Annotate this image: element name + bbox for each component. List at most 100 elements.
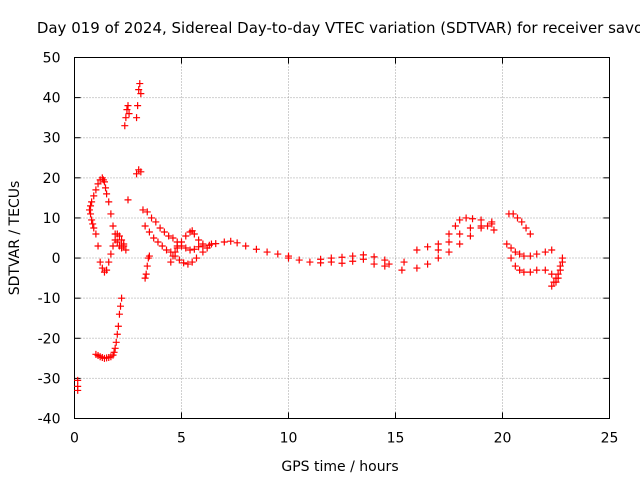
data-point xyxy=(178,238,185,246)
data-point xyxy=(520,268,528,276)
data-point xyxy=(327,254,335,262)
data-point xyxy=(370,253,378,261)
series-evening-flat-2 xyxy=(317,251,389,264)
series-late-2 xyxy=(503,240,556,260)
data-point xyxy=(173,244,181,252)
data-point xyxy=(554,274,562,282)
data-point xyxy=(488,220,496,228)
data-point xyxy=(295,256,303,264)
data-point xyxy=(156,224,164,232)
series-spike-1 xyxy=(121,102,133,130)
data-point xyxy=(105,258,113,266)
data-point xyxy=(317,255,325,263)
data-point xyxy=(541,248,549,256)
x-tick-label: 0 xyxy=(70,431,79,447)
x-tick-label: 25 xyxy=(601,431,619,447)
data-point xyxy=(165,232,173,240)
data-point xyxy=(466,232,474,240)
data-point xyxy=(186,246,194,254)
data-point xyxy=(120,242,128,250)
y-tick-label: -40 xyxy=(38,412,61,428)
data-point xyxy=(413,246,421,254)
data-point xyxy=(117,302,125,310)
data-point xyxy=(424,243,432,251)
series-late-3 xyxy=(507,254,560,286)
data-point xyxy=(445,248,453,256)
data-point xyxy=(109,242,117,250)
data-point xyxy=(135,86,143,94)
data-point xyxy=(160,228,168,236)
series-low-arc xyxy=(92,294,126,362)
data-point xyxy=(121,122,129,130)
data-point xyxy=(180,259,188,267)
data-point xyxy=(145,228,153,236)
data-point xyxy=(456,240,464,248)
data-point xyxy=(190,245,198,253)
plot-border xyxy=(74,57,610,419)
series-night-lower xyxy=(413,218,496,272)
series-evening-flat xyxy=(285,254,393,270)
y-axis-label: SDTVAR / TECUs xyxy=(7,181,23,296)
data-point xyxy=(87,210,95,218)
data-point xyxy=(252,245,260,253)
y-tick-label: -30 xyxy=(38,371,61,387)
y-tick-label: -20 xyxy=(38,331,61,347)
data-point xyxy=(520,252,528,260)
data-point xyxy=(184,260,192,268)
data-point xyxy=(89,220,97,228)
data-point xyxy=(113,330,121,338)
data-point xyxy=(148,214,156,222)
data-point xyxy=(199,242,207,250)
series-late-5 xyxy=(554,258,566,282)
data-point xyxy=(466,224,474,232)
data-point xyxy=(171,248,179,256)
data-point xyxy=(285,254,292,262)
data-point xyxy=(490,226,498,234)
y-tick-label: 50 xyxy=(43,51,61,67)
axis-ticks: -40 -30 -20 -10 0 10 20 30 40 50 0 5 10 15 20 25 xyxy=(38,51,619,447)
data-point xyxy=(509,210,517,218)
data-point xyxy=(124,102,132,110)
data-point xyxy=(511,248,519,256)
data-point xyxy=(115,310,123,318)
data-point xyxy=(445,230,453,238)
data-point xyxy=(175,256,183,264)
data-point xyxy=(100,178,108,186)
data-point xyxy=(133,170,141,178)
series-afternoon-1 xyxy=(139,206,292,260)
data-point xyxy=(125,110,133,118)
data-point xyxy=(114,322,122,330)
data-point xyxy=(203,244,211,252)
data-point xyxy=(477,216,485,224)
data-point xyxy=(195,236,203,244)
data-point xyxy=(349,252,357,260)
data-point xyxy=(533,266,541,274)
data-point xyxy=(96,258,104,266)
data-point xyxy=(548,282,556,290)
data-point xyxy=(522,224,530,232)
data-point xyxy=(143,208,151,216)
data-point xyxy=(110,348,118,356)
data-point xyxy=(381,256,389,264)
series-afternoon-4 xyxy=(167,244,181,266)
data-point xyxy=(107,210,115,218)
data-point xyxy=(263,248,271,256)
data-point xyxy=(507,244,515,252)
data-point xyxy=(526,252,534,260)
data-point xyxy=(122,114,130,122)
data-point xyxy=(134,102,142,110)
data-point xyxy=(477,222,485,230)
series-afternoon-3 xyxy=(173,227,207,250)
data-point xyxy=(115,232,123,240)
data-point xyxy=(182,244,190,252)
data-point xyxy=(469,215,477,223)
data-point xyxy=(103,190,111,198)
data-point xyxy=(556,266,564,274)
series-night-loop xyxy=(434,220,496,254)
data-point xyxy=(98,264,106,272)
data-point xyxy=(74,376,82,384)
data-point xyxy=(434,240,442,248)
data-point xyxy=(188,258,196,266)
data-point xyxy=(456,216,464,224)
data-point xyxy=(451,222,459,230)
